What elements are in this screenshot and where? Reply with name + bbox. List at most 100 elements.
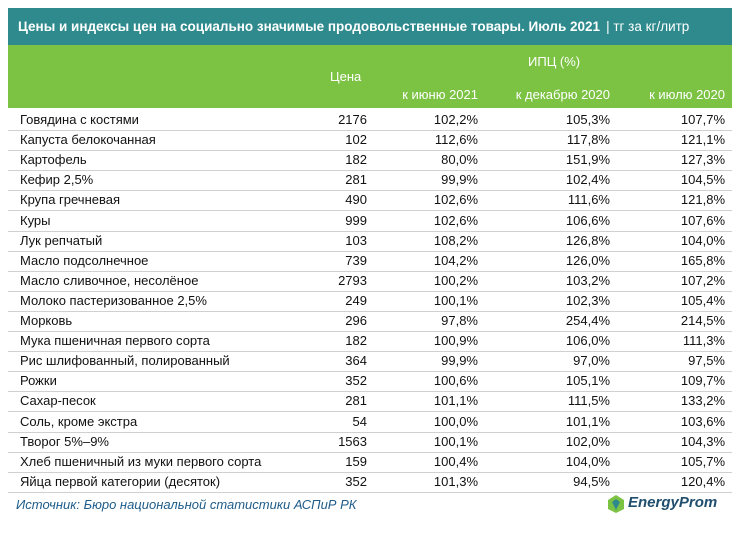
table-row: Сахар-песок 281 101,1% 111,5% 133,2% bbox=[8, 391, 732, 413]
price: 296 bbox=[345, 313, 367, 328]
price: 2793 bbox=[338, 272, 367, 288]
price: 54 bbox=[352, 413, 367, 429]
table-header: Цена ИПЦ (%) к июню 2021 к декабрю 2020 … bbox=[8, 45, 732, 108]
table-row: Морковь 296 97,8% 254,4% 214,5% bbox=[8, 311, 732, 332]
table-row: Молоко пастеризованное 2,5% 249 100,1% 102,… bbox=[8, 291, 732, 312]
price: 364 bbox=[345, 353, 367, 369]
cpi-value: 80,0% bbox=[441, 152, 478, 168]
product-name: Яйца первой категории (десяток) bbox=[20, 473, 221, 489]
table-row: Лук репчатый 103 108,2% 126,8% 104,0% bbox=[8, 231, 732, 252]
cpi-value: 100,2% bbox=[433, 272, 478, 288]
cpi-value: 100,4% bbox=[433, 453, 478, 469]
cpi-value: 104,2% bbox=[433, 252, 478, 268]
cpi-value: 103,6% bbox=[680, 413, 725, 429]
cpi-value: 165,8% bbox=[680, 252, 725, 268]
price: 1563 bbox=[338, 433, 367, 449]
product-name: Рожки bbox=[20, 373, 57, 389]
logo-icon bbox=[608, 495, 624, 513]
cpi-value: 111,3% bbox=[682, 333, 725, 349]
cpi-value: 102,3% bbox=[565, 292, 610, 308]
cpi-value: 105,4% bbox=[680, 292, 725, 308]
title-bar: Цены и индексы цен на социально значимые… bbox=[8, 8, 732, 45]
cpi-value: 100,1% bbox=[433, 433, 478, 449]
col-subheader: к июлю 2020 bbox=[649, 87, 725, 102]
cpi-value: 104,0% bbox=[565, 453, 610, 469]
price: 2176 bbox=[338, 112, 367, 127]
product-name: Крупа гречневая bbox=[20, 192, 121, 208]
cpi-value: 104,5% bbox=[680, 172, 725, 188]
cpi-value: 104,0% bbox=[680, 232, 725, 248]
cpi-value: 106,0% bbox=[565, 333, 610, 349]
cpi-value: 109,7% bbox=[680, 373, 725, 389]
product-name: Хлеб пшеничный из муки первого сорта bbox=[20, 453, 262, 469]
cpi-value: 94,5% bbox=[573, 473, 610, 489]
table-row: Рис шлифованный, полированный 364 99,9% 97,… bbox=[8, 351, 732, 373]
cpi-value: 102,4% bbox=[565, 172, 610, 188]
cpi-value: 108,2% bbox=[433, 232, 478, 248]
cpi-value: 99,9% bbox=[441, 172, 478, 188]
price: 352 bbox=[345, 373, 367, 389]
cpi-value: 120,4% bbox=[680, 473, 725, 489]
table-row: Яйца первой категории (десяток) 352 101,3%… bbox=[8, 472, 732, 493]
product-name: Молоко пастеризованное 2,5% bbox=[20, 292, 207, 308]
product-name: Капуста белокочанная bbox=[20, 132, 156, 148]
price: 281 bbox=[345, 172, 367, 188]
cpi-value: 107,2% bbox=[680, 272, 725, 288]
col-subheader: к июню 2021 bbox=[402, 87, 478, 102]
price: 182 bbox=[345, 333, 367, 349]
cpi-value: 126,8% bbox=[565, 232, 610, 248]
table-row: Мука пшеничная первого сорта 182 100,9% 106… bbox=[8, 331, 732, 353]
cpi-value: 102,2% bbox=[433, 112, 478, 127]
cpi-value: 97,0% bbox=[573, 353, 610, 369]
table-row: Творог 5%–9% 1563 100,1% 102,0% 104,3% bbox=[8, 432, 732, 453]
table-row: Масло подсолнечное 739 104,2% 126,0% 165,8% bbox=[8, 251, 732, 272]
product-name: Лук репчатый bbox=[20, 232, 103, 248]
price: 159 bbox=[345, 453, 367, 469]
price: 999 bbox=[345, 212, 367, 228]
cpi-value: 105,7% bbox=[680, 453, 725, 469]
product-name: Соль, кроме экстра bbox=[20, 413, 138, 429]
cpi-value: 104,3% bbox=[680, 433, 725, 449]
cpi-value: 111,5% bbox=[567, 393, 610, 409]
table-row: Куры 999 102,6% 106,6% 107,6% bbox=[8, 211, 732, 232]
cpi-value: 97,8% bbox=[441, 313, 478, 328]
product-name: Картофель bbox=[20, 152, 87, 168]
cpi-value: 107,7% bbox=[680, 112, 725, 127]
cpi-value: 111,6% bbox=[567, 192, 610, 208]
cpi-value: 107,6% bbox=[680, 212, 725, 228]
product-name: Сахар-песок bbox=[20, 393, 96, 409]
price: 352 bbox=[345, 473, 367, 489]
source: Источник: Бюро национальной статистики А… bbox=[16, 497, 357, 512]
unit: | тг за кг/литр bbox=[606, 19, 690, 34]
table-row: Капуста белокочанная 102 112,6% 117,8% 121,1… bbox=[8, 130, 732, 152]
table-row: Масло сливочное, несолёное 2793 100,2% 103,… bbox=[8, 271, 732, 292]
cpi-value: 101,1% bbox=[565, 413, 610, 429]
cpi-value: 133,2% bbox=[680, 393, 725, 409]
cpi-value: 151,9% bbox=[565, 152, 610, 168]
cpi-value: 103,2% bbox=[565, 272, 610, 288]
table-row: Картофель 182 80,0% 151,9% 127,3% bbox=[8, 150, 732, 172]
product-name: Морковь bbox=[20, 313, 73, 328]
price: 103 bbox=[345, 232, 367, 248]
cpi-value: 105,3% bbox=[565, 112, 610, 127]
product-name: Масло подсолнечное bbox=[20, 252, 149, 268]
cpi-value: 106,6% bbox=[565, 212, 610, 228]
product-name: Говядина с костями bbox=[20, 112, 139, 127]
price: 281 bbox=[345, 393, 367, 409]
cpi-value: 102,0% bbox=[565, 433, 610, 449]
table-row: Соль, кроме экстра 54 100,0% 101,1% 103,6% bbox=[8, 412, 732, 433]
table-row: Рожки 352 100,6% 105,1% 109,7% bbox=[8, 371, 732, 393]
table-row: Хлеб пшеничный из муки первого сорта 159 1… bbox=[8, 452, 732, 473]
title: Цены и индексы цен на социально значимые… bbox=[18, 19, 601, 34]
table-row: Говядина с костями 2176 102,2% 105,3% 107,7% bbox=[8, 110, 732, 131]
cpi-value: 105,1% bbox=[565, 373, 610, 389]
price: 102 bbox=[345, 132, 367, 148]
col-header: Цена bbox=[330, 69, 362, 84]
product-name: Мука пшеничная первого сорта bbox=[20, 333, 210, 349]
product-name: Рис шлифованный, полированный bbox=[20, 353, 230, 369]
product-name: Кефир 2,5% bbox=[20, 172, 94, 188]
logo: EnergyProm bbox=[628, 494, 718, 511]
price: 490 bbox=[345, 192, 367, 208]
product-name: Масло сливочное, несолёное bbox=[20, 272, 199, 288]
cpi-value: 102,6% bbox=[433, 192, 478, 208]
